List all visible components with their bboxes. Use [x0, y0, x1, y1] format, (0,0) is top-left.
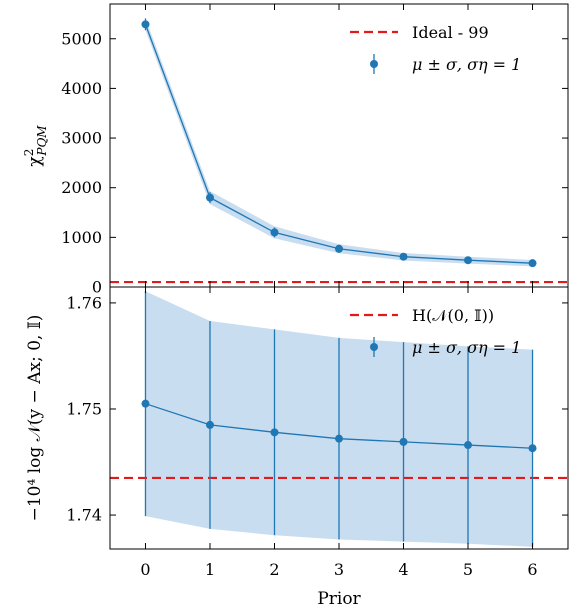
bottom-plot-area	[110, 291, 568, 547]
top-y-tick-label-3: 3000	[61, 129, 102, 148]
top-data-point-6	[528, 259, 537, 268]
bottom-legend-series-label: μ ± σ, ση = 1	[412, 338, 521, 357]
top-y-axis-title: χ2PQM	[22, 125, 49, 167]
top-data-point-0	[141, 20, 150, 29]
top-panel: 0 1000 2000 3000 4000 5000 Ideal - 99 μ ± σ, ση…	[61, 3, 569, 297]
top-y-tick-label-1: 1000	[61, 228, 102, 247]
top-legend-reference-label: Ideal - 99	[412, 23, 489, 42]
bottom-legend-series-marker	[370, 343, 378, 351]
bottom-panel: 1.74 1.75 1.76 H(𝒩(0, 𝕀)) μ ± σ, ση = 1 0 1 2 3 4…	[66, 286, 569, 579]
top-data-point-5	[464, 256, 473, 265]
bottom-data-point-4	[399, 437, 408, 446]
x-tick-label-3: 3	[334, 560, 344, 579]
x-tick-label-1: 1	[205, 560, 215, 579]
top-y-axis-title-base: χ	[25, 156, 45, 166]
x-axis: 0 1 2 3 4 5 6	[140, 560, 537, 579]
bottom-data-point-2	[270, 428, 279, 437]
x-tick-label-6: 6	[527, 560, 537, 579]
bottom-data-point-0	[141, 399, 150, 408]
top-y-tick-label-4: 4000	[61, 79, 102, 98]
bottom-legend: H(𝒩(0, 𝕀)) μ ± σ, ση = 1	[350, 306, 521, 357]
bottom-y-axis: 1.74 1.75 1.76	[66, 293, 568, 525]
bottom-y-axis-title: −10⁴ log 𝒩(y − Ax; 0, 𝕀)	[25, 315, 45, 522]
top-y-tick-label-2: 2000	[61, 178, 102, 197]
bottom-legend-reference-label: H(𝒩(0, 𝕀))	[412, 306, 494, 325]
bottom-data-point-5	[464, 441, 473, 450]
top-data-point-1	[205, 193, 214, 202]
x-tick-label-4: 4	[398, 560, 408, 579]
x-tick-label-2: 2	[269, 560, 279, 579]
bottom-y-tick-label-2: 1.76	[66, 293, 102, 312]
bottom-y-tick-label-0: 1.74	[66, 506, 102, 525]
bottom-data-point-1	[205, 420, 214, 429]
top-data-point-4	[399, 252, 408, 261]
x-axis-title: Prior	[317, 589, 361, 609]
x-tick-label-0: 0	[140, 560, 150, 579]
top-y-tick-label-0: 0	[92, 278, 102, 297]
x-tick-label-5: 5	[463, 560, 473, 579]
top-data-point-2	[270, 228, 279, 237]
bottom-data-point-6	[528, 444, 537, 453]
bottom-data-point-3	[335, 434, 343, 443]
top-y-tick-label-5: 5000	[61, 29, 102, 48]
bottom-y-tick-label-1: 1.75	[66, 399, 102, 418]
top-legend-series-marker	[370, 60, 378, 68]
top-y-axis-title-sup: 2	[22, 149, 36, 157]
top-y-axis-title-sub: PQM	[35, 125, 49, 157]
top-legend: Ideal - 99 μ ± σ, ση = 1	[350, 23, 521, 74]
top-legend-series-label: μ ± σ, ση = 1	[412, 55, 521, 74]
top-data-point-3	[335, 244, 343, 253]
